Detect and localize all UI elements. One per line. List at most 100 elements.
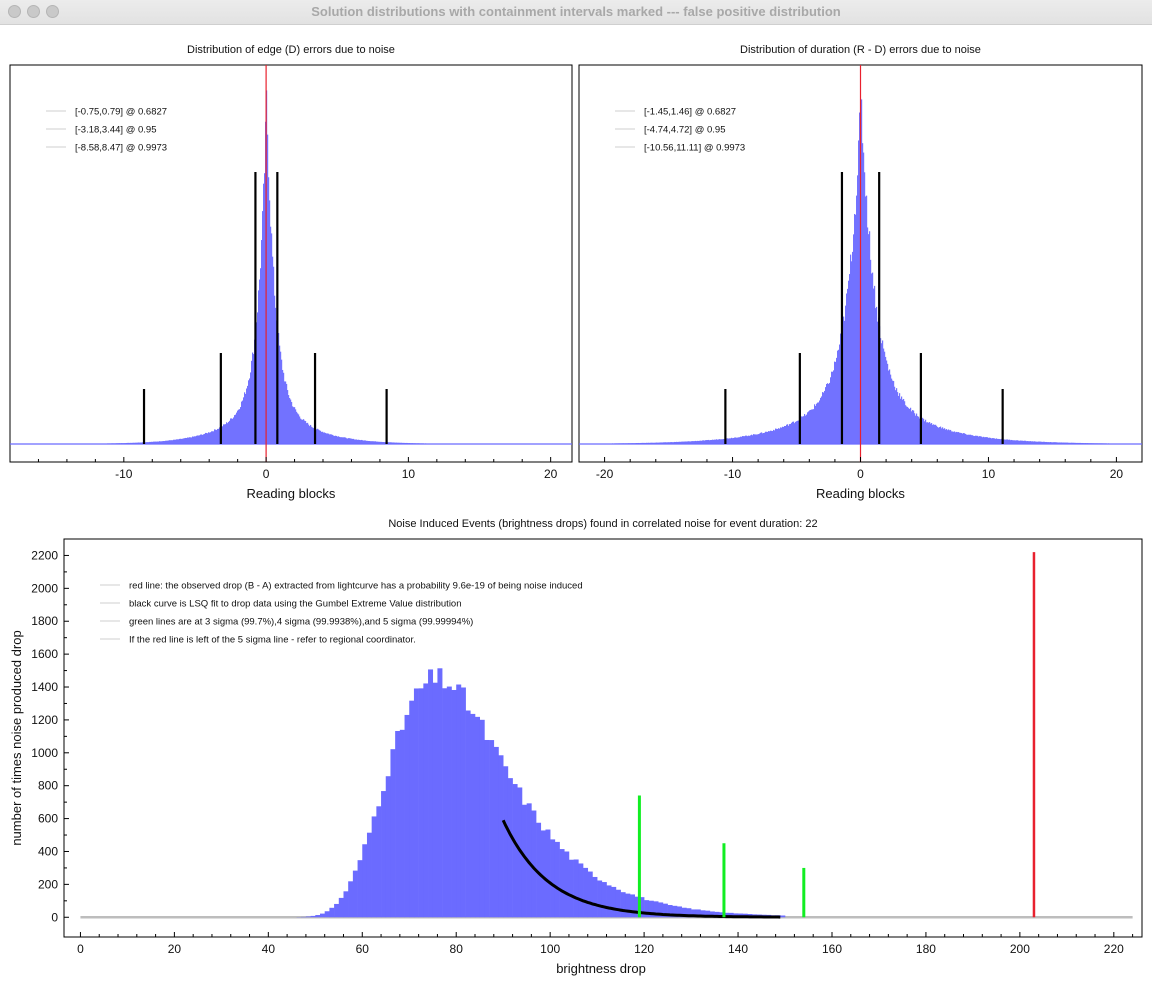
histogram-bar	[263, 183, 265, 444]
histogram-bar	[531, 810, 537, 918]
histogram-bar	[1075, 442, 1077, 444]
histogram-bar	[232, 418, 234, 444]
histogram-bar	[319, 430, 321, 444]
histogram-bar	[777, 428, 779, 444]
histogram-bar	[606, 885, 612, 918]
histogram-bar	[656, 442, 658, 444]
histogram-bar	[983, 436, 985, 444]
histogram-bar	[979, 436, 981, 444]
histogram-bar	[370, 441, 372, 444]
histogram-bar	[253, 354, 255, 444]
histogram-bar	[145, 442, 147, 444]
histogram-bar	[111, 443, 113, 444]
histogram-bar	[617, 443, 619, 444]
zoom-window-button[interactable]	[46, 5, 59, 18]
histogram-bar	[950, 429, 952, 444]
histogram-bar	[880, 338, 882, 444]
histogram-bar	[785, 426, 787, 444]
histogram-bar	[559, 849, 565, 918]
histogram-bar	[766, 431, 768, 444]
histogram-bar	[680, 441, 682, 444]
histogram-bar	[1087, 443, 1089, 444]
histogram-bar	[612, 443, 614, 444]
histogram-bar	[673, 442, 675, 444]
histogram-bar	[352, 438, 354, 444]
histogram-bar	[374, 441, 376, 444]
histogram-bar	[260, 268, 262, 444]
x-tick-label: 20	[1110, 467, 1124, 481]
histogram-bar	[677, 441, 679, 444]
histogram-bar	[789, 424, 791, 444]
histogram-bar	[119, 443, 121, 444]
histogram-bar	[250, 372, 252, 444]
histogram-bar	[641, 442, 643, 444]
histogram-bar	[703, 440, 705, 444]
histogram-bar	[795, 421, 797, 444]
histogram-bar	[342, 437, 344, 444]
histogram-bar	[182, 438, 184, 444]
histogram-bar	[156, 441, 158, 444]
histogram-bar	[681, 441, 683, 444]
y-tick-label: 1200	[31, 713, 58, 727]
histogram-bar	[662, 903, 668, 918]
histogram-bar	[308, 424, 310, 444]
histogram-bar	[341, 437, 343, 444]
x-tick-label: -20	[596, 467, 614, 481]
histogram-bar	[375, 441, 377, 444]
x-tick-label: 60	[356, 942, 370, 956]
histogram-bar	[371, 816, 377, 918]
histogram-bar	[810, 409, 812, 444]
histogram-bar	[948, 429, 950, 444]
histogram-bar	[377, 441, 379, 444]
histogram-bar	[793, 421, 795, 444]
histogram-bar	[730, 438, 732, 444]
histogram-bar	[797, 420, 799, 444]
histogram-bar	[132, 442, 134, 444]
histogram-bar	[967, 434, 969, 444]
histogram-bar	[952, 431, 954, 444]
histogram-bar	[270, 226, 272, 444]
histogram-bar	[258, 290, 260, 444]
histogram-bar	[300, 418, 302, 444]
histogram-bar	[717, 439, 719, 444]
histogram-bar	[333, 435, 335, 444]
histogram-bar	[1040, 441, 1042, 444]
histogram-bar	[769, 431, 771, 444]
histogram-bar	[696, 441, 698, 444]
histogram-bar	[296, 411, 298, 444]
histogram-bar	[140, 442, 142, 444]
histogram-bar	[336, 435, 338, 444]
histogram-bar	[423, 683, 429, 918]
histogram-bar	[807, 412, 809, 444]
histogram-bar	[275, 307, 277, 444]
y-tick-label: 0	[51, 910, 58, 924]
x-tick-label: 100	[540, 942, 560, 956]
histogram-bar	[872, 272, 874, 444]
histogram-bar	[726, 438, 728, 444]
histogram-bar	[616, 443, 618, 444]
histogram-bar	[113, 443, 115, 444]
histogram-bar	[1000, 439, 1002, 444]
histogram-bar	[196, 435, 198, 444]
histogram-bar	[929, 422, 931, 444]
histogram-bar	[965, 434, 967, 444]
close-window-button[interactable]	[8, 5, 21, 18]
histogram-bar	[169, 440, 171, 444]
histogram-bar	[779, 428, 781, 444]
histogram-bar	[334, 903, 340, 918]
histogram-bar	[946, 429, 948, 444]
histogram-bar	[357, 860, 363, 918]
histogram-bar	[498, 755, 504, 918]
histogram-bar	[985, 437, 987, 444]
histogram-bar	[688, 441, 690, 444]
minimize-window-button[interactable]	[27, 5, 40, 18]
histogram-bar	[256, 322, 258, 444]
histogram-bar	[241, 401, 243, 444]
histogram-bar	[395, 730, 401, 918]
histogram-bar	[651, 442, 653, 444]
histogram-bar	[1066, 442, 1068, 444]
histogram-bar	[790, 423, 792, 444]
histogram-bar	[130, 442, 132, 444]
histogram-bar	[709, 911, 715, 918]
legend-entry: [-0.75,0.79] @ 0.6827	[75, 107, 167, 118]
